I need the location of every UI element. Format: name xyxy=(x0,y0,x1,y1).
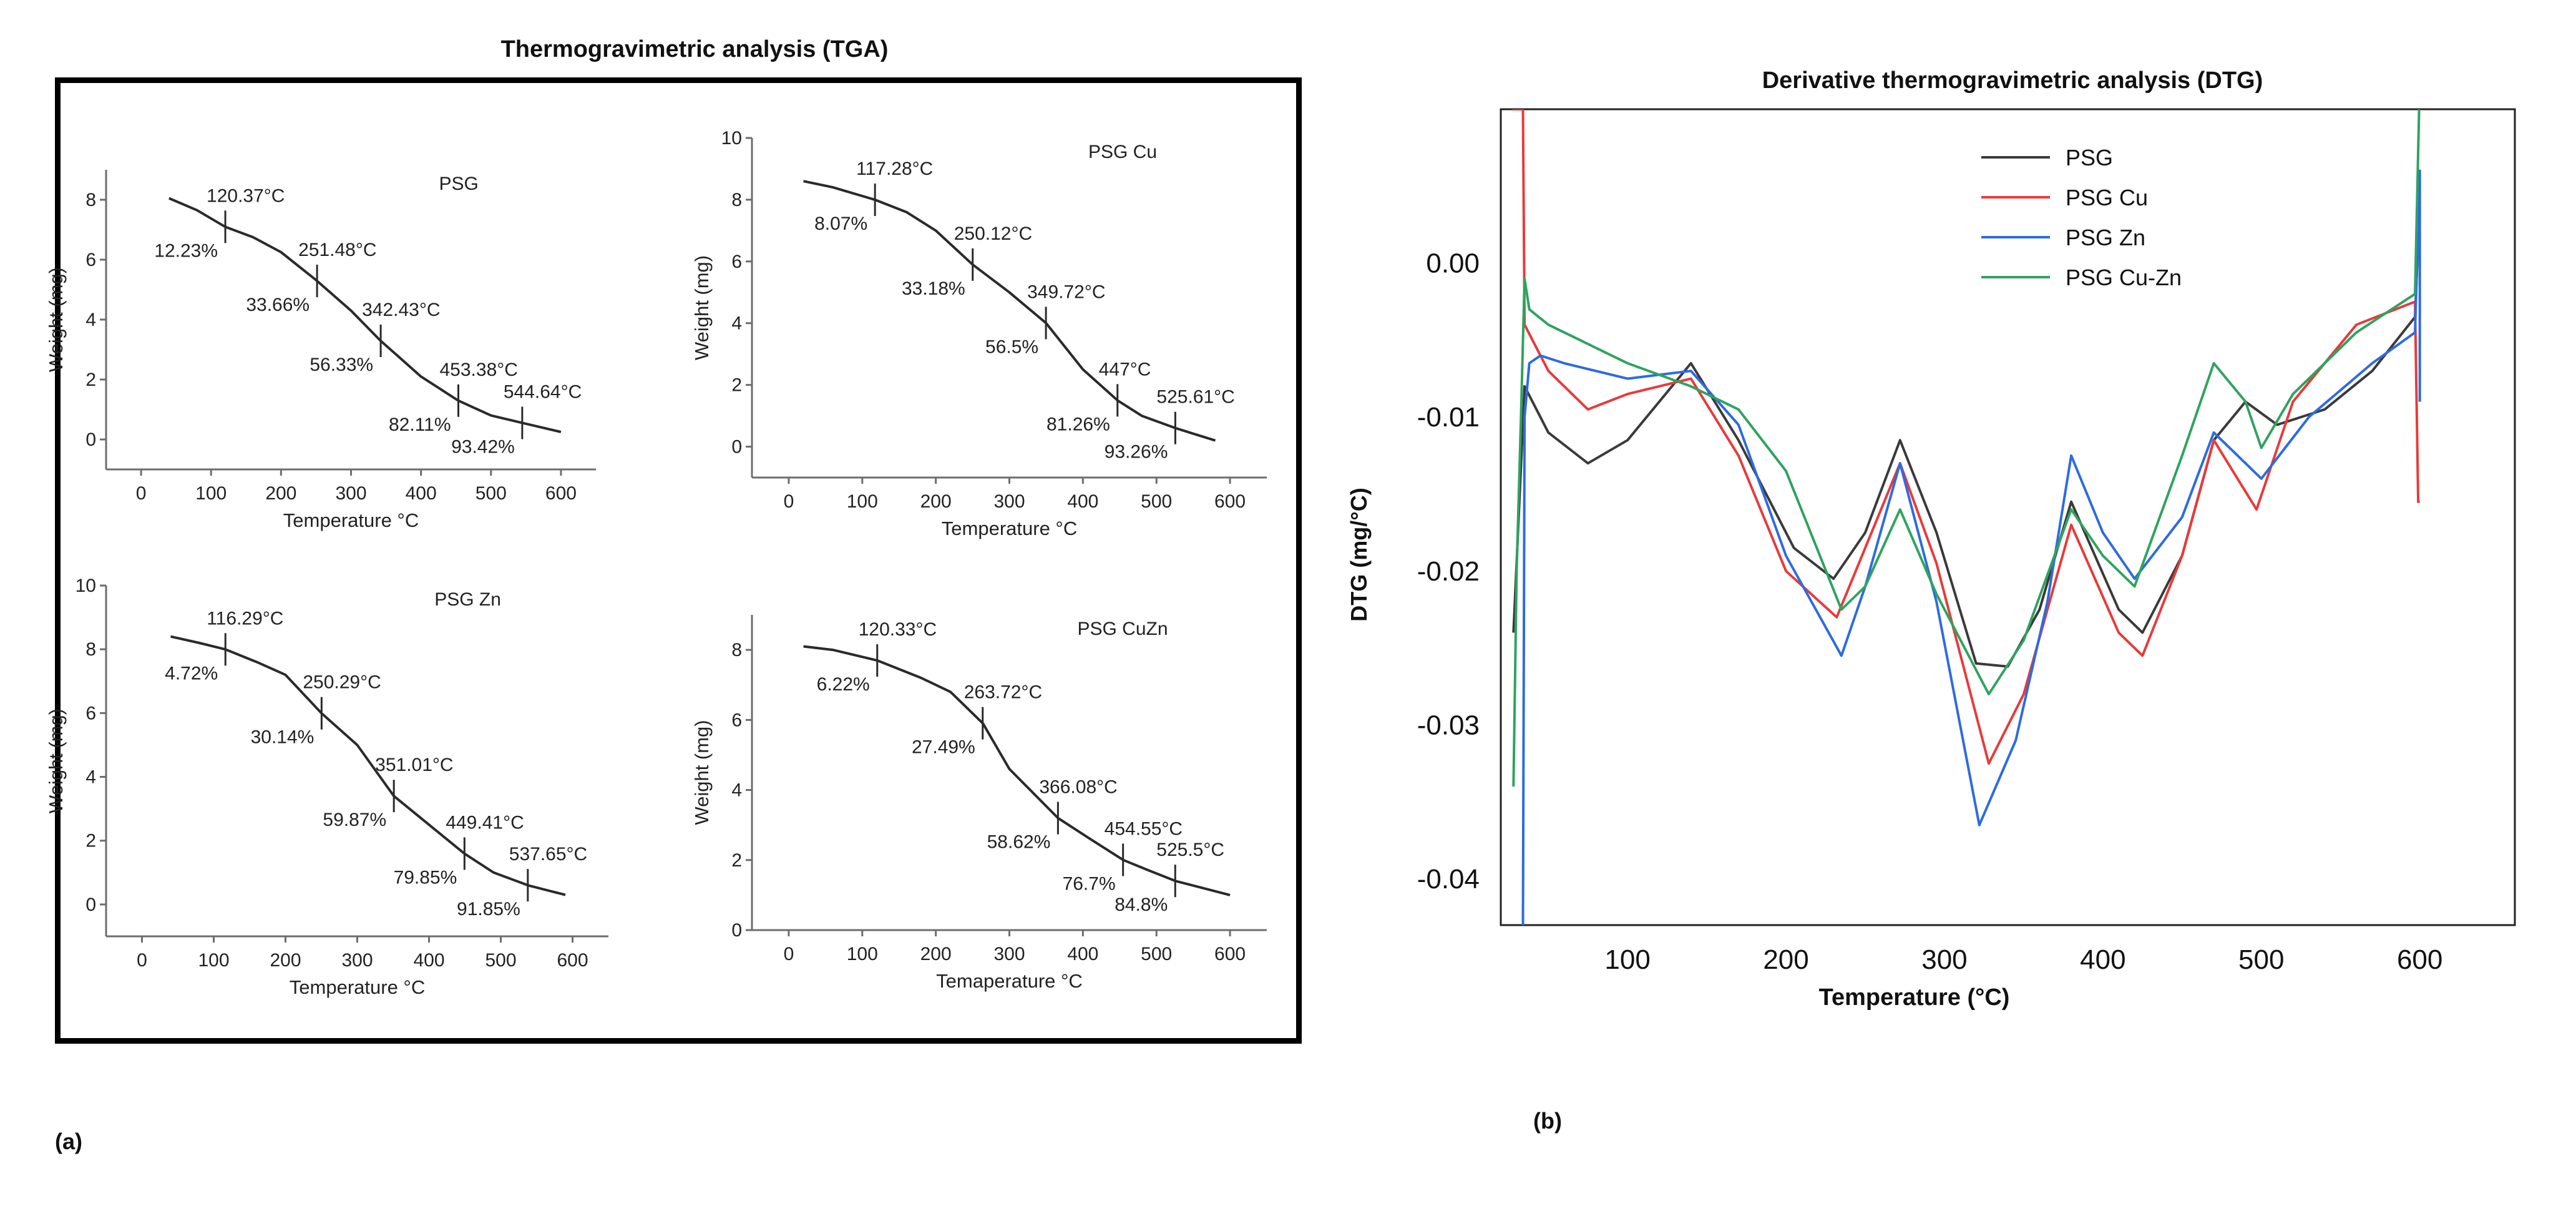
legend-label: PSG Cu-Zn xyxy=(2066,265,2182,290)
dtg-line-psg-cu xyxy=(1511,109,2420,765)
tga-title: Thermogravimetric analysis (TGA) xyxy=(500,36,889,62)
x-tick-label: 100 xyxy=(1604,944,1650,975)
y-tick-label: -0.04 xyxy=(1417,864,1480,895)
y-tick-label: 0.00 xyxy=(1426,248,1480,279)
x-tick-label: 400 xyxy=(2080,944,2125,975)
plot-area-frame xyxy=(1500,108,2516,926)
y-tick-label: -0.03 xyxy=(1417,710,1480,740)
legend-label: PSG Zn xyxy=(2066,225,2145,250)
series-group xyxy=(1511,109,2421,925)
tga-frame xyxy=(55,77,1302,1044)
x-tick-label: 600 xyxy=(2397,944,2442,975)
legend-label: PSG xyxy=(2066,145,2113,170)
legend-label: PSG Cu xyxy=(2066,185,2148,210)
x-tick-label: 500 xyxy=(2238,944,2284,975)
panel-a-label: (a) xyxy=(55,1129,82,1154)
x-axis-title: Temperature (°C) xyxy=(1819,984,2010,1011)
x-tick-label: 200 xyxy=(1763,944,1808,975)
y-tick-label: -0.01 xyxy=(1417,402,1480,433)
y-tick-label: -0.02 xyxy=(1417,556,1480,587)
dtg-line-psg xyxy=(1512,201,2421,668)
dtg-title: Derivative thermogravimetric analysis (D… xyxy=(1762,67,2263,94)
dtg-line-psg-cu-zn xyxy=(1512,109,2421,787)
x-tick-label: 300 xyxy=(1921,944,1967,975)
dtg-line-psg-zn xyxy=(1521,169,2421,925)
y-axis-title: DTG (mg/°C) xyxy=(1346,488,1372,621)
panel-b-label: (b) xyxy=(1533,1108,1562,1134)
